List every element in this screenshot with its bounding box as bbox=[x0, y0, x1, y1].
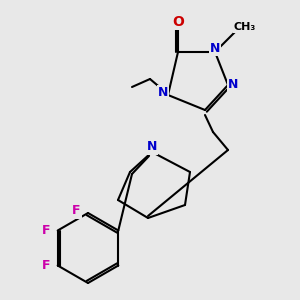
Text: O: O bbox=[172, 15, 184, 29]
Text: CH₃: CH₃ bbox=[234, 22, 256, 32]
Text: N: N bbox=[228, 79, 238, 92]
Text: N: N bbox=[210, 41, 220, 55]
Text: F: F bbox=[41, 224, 50, 237]
Text: N: N bbox=[147, 140, 157, 154]
Text: F: F bbox=[41, 259, 50, 272]
Text: N: N bbox=[158, 86, 168, 100]
Text: F: F bbox=[72, 205, 80, 218]
